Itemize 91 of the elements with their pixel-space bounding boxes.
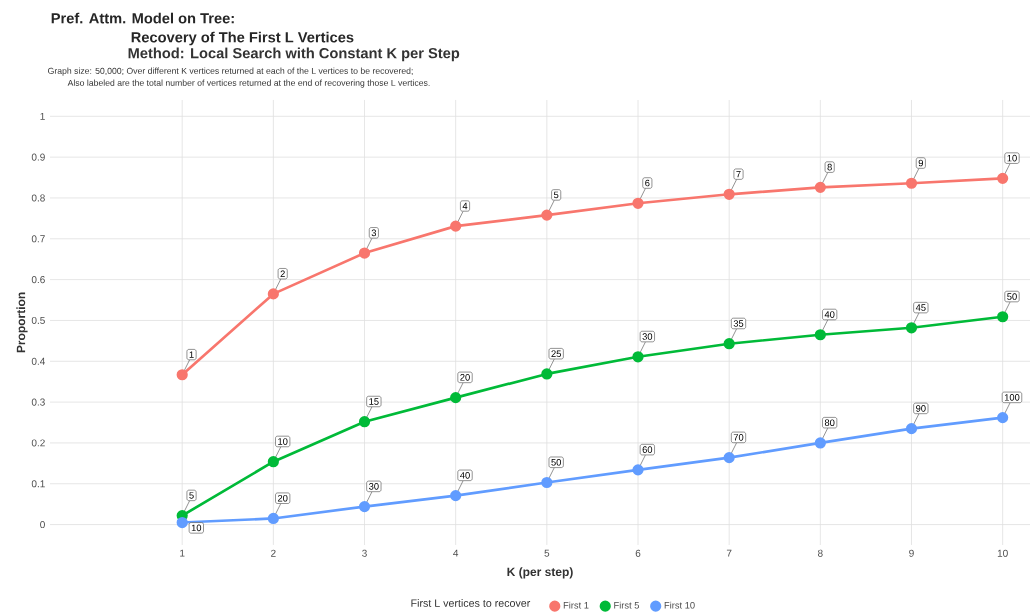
annotation: 30	[369, 483, 379, 490]
point	[632, 197, 644, 209]
annotation: 8	[827, 163, 832, 171]
annotation: 15	[369, 398, 379, 405]
text: Also labeled are the total number of vertices returned at the end of recovering those L vertices.	[67, 79, 430, 88]
text: Graph size: 50,000; Over different K vertices returned at each of the L vertices to be recovered;	[48, 67, 413, 76]
x-tick-label: 6	[635, 549, 641, 557]
x-tick-label: 9	[909, 549, 914, 557]
point	[358, 501, 371, 513]
y-tick-label: 0.6	[31, 276, 45, 284]
annotation: 10	[191, 524, 202, 532]
annotation: 80	[824, 419, 835, 426]
point	[814, 329, 826, 341]
point	[358, 247, 371, 259]
annotation: 35	[733, 320, 744, 327]
y-axis-title: Proportion	[16, 292, 28, 353]
annotation: 70	[733, 434, 744, 441]
point	[358, 416, 371, 428]
point	[450, 220, 462, 232]
point	[632, 464, 644, 476]
chart-subtitle: Recovery of The First L Vertices	[131, 31, 354, 46]
y-tick-label: 0.5	[31, 316, 45, 324]
x-tick-label: 7	[726, 549, 732, 557]
y-tick-label: 0.1	[31, 480, 45, 488]
point	[723, 452, 735, 464]
annotation: 30	[642, 333, 653, 340]
x-tick-label: 8	[817, 549, 823, 557]
annotation: 25	[551, 350, 561, 357]
y-tick-label: 0	[40, 521, 45, 529]
point	[723, 338, 735, 350]
legend-title: First L vertices to recover	[411, 599, 531, 607]
annotation: 40	[824, 311, 835, 318]
point	[176, 516, 188, 529]
point	[267, 456, 279, 468]
y-tick-label: 0.9	[31, 153, 45, 161]
point	[541, 368, 553, 380]
point	[905, 423, 918, 435]
x-tick-label: 2	[271, 549, 276, 557]
y-tick-label: 0.8	[31, 194, 45, 202]
point	[997, 412, 1009, 424]
y-tick-label: 0.2	[31, 439, 45, 447]
annotation: 1	[189, 351, 194, 358]
legend-label: First 1	[563, 601, 589, 609]
annotation: 3	[371, 229, 377, 237]
annotation: 9	[918, 159, 923, 167]
annotation: 50	[551, 458, 562, 466]
x-tick-label: 3	[362, 549, 367, 557]
point	[814, 437, 826, 449]
y-tick-label: 1	[40, 112, 45, 120]
annotation: 20	[277, 494, 288, 502]
point	[541, 476, 553, 489]
annotation: 7	[736, 170, 741, 178]
point	[814, 181, 826, 193]
point	[267, 512, 279, 525]
annotation: 10	[1007, 154, 1017, 162]
y-tick-label: 0.3	[31, 398, 45, 406]
x-tick-label: 10	[997, 549, 1008, 557]
legend-label: First 10	[664, 601, 695, 609]
annotation: 100	[1004, 394, 1020, 401]
point	[905, 177, 918, 189]
annotation: 4	[462, 202, 468, 210]
point	[723, 188, 735, 200]
point	[450, 489, 462, 502]
text: Method: Local Search with Constant K per Step	[128, 47, 460, 62]
point	[450, 392, 462, 404]
annotation: 40	[460, 472, 470, 479]
legend-label: First 5	[614, 601, 640, 609]
annotation: 60	[642, 446, 653, 453]
annotation: 10	[278, 438, 288, 445]
point	[632, 351, 644, 363]
y-tick-label: 0.7	[31, 235, 45, 243]
annotation: 6	[645, 179, 650, 187]
x-tick-label: 5	[544, 549, 550, 557]
annotation: 45	[915, 304, 926, 311]
x-tick-label: 1	[180, 549, 185, 557]
point	[997, 172, 1009, 184]
x-axis-title: K (per step)	[507, 567, 573, 579]
chart-title: Pref. Attm. Model on Tree:	[51, 12, 234, 24]
point	[267, 288, 279, 300]
point	[541, 209, 553, 221]
y-tick-label: 0.4	[31, 357, 46, 365]
point	[905, 322, 918, 334]
annotation: 5	[189, 492, 194, 499]
point	[997, 311, 1009, 323]
point	[176, 369, 188, 381]
annotation: 50	[1007, 293, 1017, 300]
annotation: 90	[916, 405, 926, 412]
annotation: 5	[553, 191, 559, 199]
annotation: 20	[460, 374, 470, 381]
x-tick-label: 4	[453, 549, 459, 557]
annotation: 2	[280, 270, 285, 277]
